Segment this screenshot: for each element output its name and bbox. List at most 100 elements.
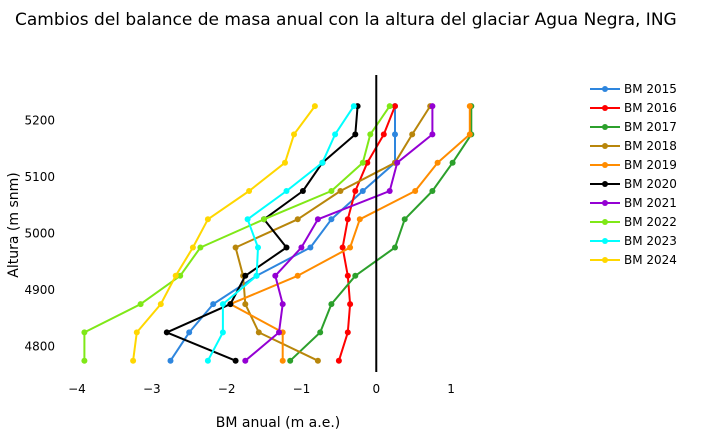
data-point [244,216,251,223]
chart-title: Cambios del balance de masa anual con la… [15,10,677,30]
legend-item[interactable]: BM 2017 [590,120,677,134]
legend-label: BM 2021 [624,196,677,210]
data-point [337,188,344,194]
legend-label: BM 2015 [624,82,677,96]
y-tick-label: 4900 [24,283,55,297]
legend-item[interactable]: BM 2018 [590,139,677,153]
series-line-1 [169,106,396,362]
data-point [177,272,184,279]
x-tick-label: −2 [218,382,236,396]
data-point [347,244,354,251]
data-point [283,188,290,194]
x-tick-label: −4 [68,382,86,396]
data-point [339,244,346,251]
data-point [332,131,339,138]
data-point [347,301,354,308]
data-point [242,357,249,364]
data-point [307,244,314,251]
data-point [81,329,88,336]
legend-item[interactable]: BM 2016 [590,101,677,115]
data-point [294,216,301,223]
data-point [409,131,416,138]
legend-item[interactable]: BM 2023 [590,234,677,248]
series-line-10 [132,105,316,361]
data-point [272,272,279,279]
data-point [394,159,401,166]
legend-label: BM 2018 [624,139,677,153]
data-point [81,357,88,364]
series-line-7 [244,106,434,362]
legend-label: BM 2024 [624,253,677,267]
legend-marker [602,143,608,149]
data-point [246,188,253,194]
data-point [204,357,211,364]
data-point [317,329,324,336]
legend-item[interactable]: BM 2015 [590,82,677,96]
data-point [380,131,387,138]
data-point [429,188,436,194]
data-point [328,188,335,194]
y-tick-label: 4800 [24,340,55,354]
y-tick-label: 5100 [24,170,55,184]
x-axis-label: BM anual (m a.e.) [216,415,340,431]
y-tick-label: 5000 [24,226,55,240]
legend-label: BM 2019 [624,158,677,172]
data-point [466,131,473,138]
data-point [283,244,290,251]
series-line-3 [289,106,473,362]
data-point [242,272,249,279]
data-point [197,244,204,251]
legend-label: BM 2022 [624,215,677,229]
legend-item[interactable]: BM 2020 [590,177,677,191]
legend-marker [602,124,608,130]
data-point [344,329,351,336]
data-point [219,301,226,308]
data-point [186,329,193,336]
data-point [219,329,226,336]
plot-area [81,75,475,372]
data-point [133,329,140,336]
y-tick-label: 5200 [24,113,55,127]
legend-label: BM 2020 [624,177,677,191]
series-line-5 [229,106,471,361]
legend-item[interactable]: BM 2022 [590,215,677,229]
data-point [299,188,306,194]
legend-item[interactable]: BM 2024 [590,253,677,267]
data-point [401,216,408,223]
data-point [367,131,374,138]
data-point [172,272,179,279]
data-point [314,357,321,364]
series-line-8 [83,105,391,361]
data-point [253,272,260,279]
data-point [386,103,393,110]
data-point [204,216,211,223]
data-point [364,159,371,166]
legend-marker [602,162,608,168]
data-point [298,244,305,251]
data-point [242,301,249,308]
data-point [255,244,261,251]
data-point [434,159,441,166]
data-point [352,188,359,194]
data-point [137,301,144,308]
legend-item[interactable]: BM 2019 [590,158,677,172]
data-point [167,357,174,364]
legend-label: BM 2016 [624,101,677,115]
data-point [232,244,239,251]
data-point [163,329,170,336]
data-point [294,272,301,279]
data-point [282,159,288,166]
data-point [352,272,359,279]
data-point [350,103,357,110]
data-point [311,103,318,110]
data-point [429,131,436,138]
legend-item[interactable]: BM 2021 [590,196,677,210]
legend: BM 2015 BM 2016 BM 2017 BM 2018 BM 2019 BM 20… [590,82,677,267]
data-point [232,357,239,364]
data-point [255,329,262,336]
series-line-9 [207,105,355,362]
data-point [314,216,321,223]
legend-marker [602,238,608,244]
data-point [210,301,217,308]
